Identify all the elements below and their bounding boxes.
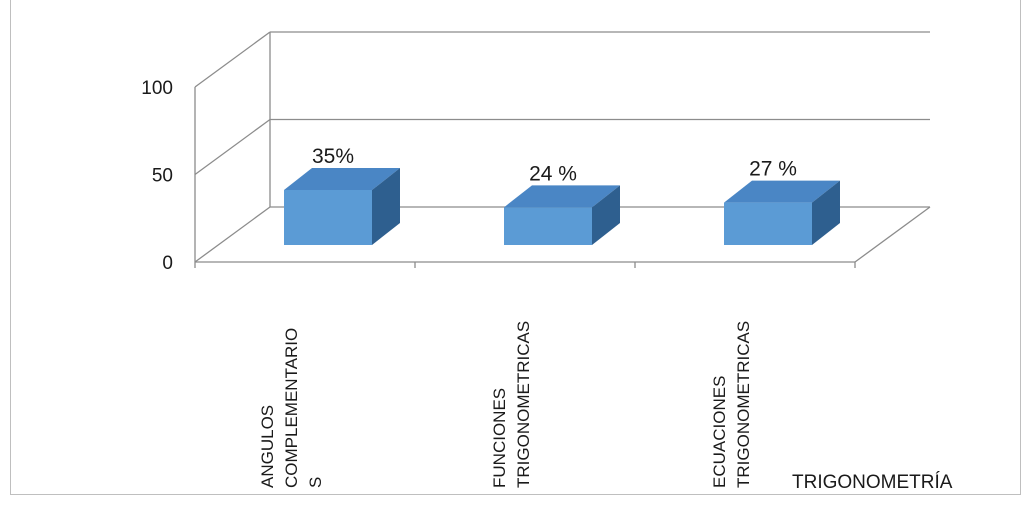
bar-front bbox=[284, 190, 372, 245]
bar-front bbox=[504, 207, 592, 245]
data-label: 24 % bbox=[529, 162, 577, 185]
grid-line-side bbox=[194, 31, 271, 88]
y-tick-label: 0 bbox=[162, 253, 173, 274]
data-label: 35% bbox=[312, 145, 354, 168]
floor-right-edge bbox=[854, 206, 931, 263]
bar-top bbox=[724, 180, 840, 203]
chart-frame bbox=[10, 0, 1021, 495]
bar-side bbox=[812, 180, 840, 245]
data-labels: 35% 24 % 27 % bbox=[312, 145, 797, 185]
chart-bars bbox=[284, 168, 840, 245]
y-tick-label: 100 bbox=[141, 78, 173, 99]
bar-front bbox=[724, 202, 812, 245]
category-label: TRIGONOMETRICAS bbox=[514, 321, 533, 488]
legend-label: TRIGONOMETRÍA bbox=[792, 472, 953, 493]
category-label: TRIGONOMETRICAS bbox=[734, 321, 753, 488]
y-tick-label: 50 bbox=[152, 166, 173, 187]
category-label: ANGULOS bbox=[258, 405, 277, 488]
category-label: ECUACIONES bbox=[710, 376, 729, 488]
x-axis-labels: ANGULOS COMPLEMENTARIO S FUNCIONES TRIGONOME… bbox=[258, 321, 753, 488]
grid-line-side bbox=[194, 206, 271, 263]
grid-line-side bbox=[194, 118, 271, 176]
category-label: S bbox=[306, 477, 325, 488]
category-label: COMPLEMENTARIO bbox=[282, 328, 301, 488]
y-axis-ticks: 0 50 100 bbox=[141, 78, 173, 274]
bar-top bbox=[504, 185, 620, 208]
bar-side bbox=[592, 185, 620, 245]
category-label: FUNCIONES bbox=[490, 388, 509, 488]
data-label: 27 % bbox=[749, 158, 797, 181]
bar-side bbox=[372, 168, 400, 245]
bar-top bbox=[284, 168, 400, 191]
